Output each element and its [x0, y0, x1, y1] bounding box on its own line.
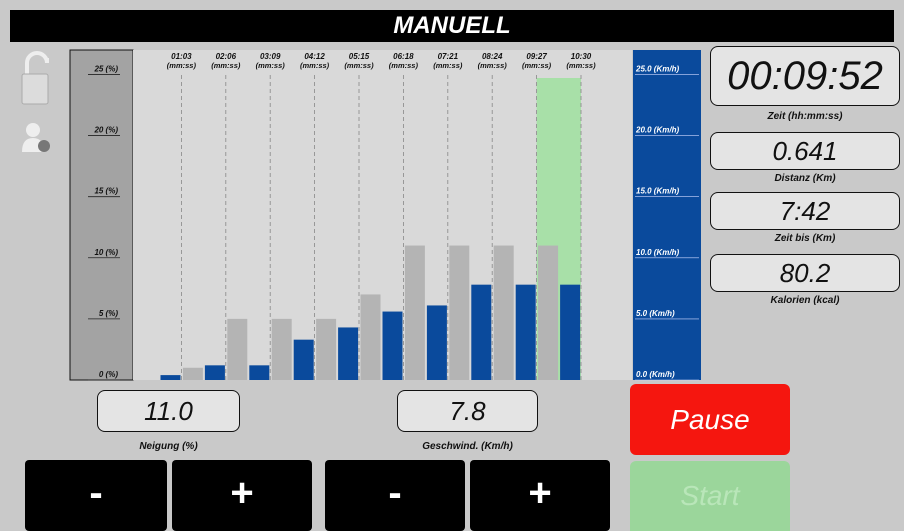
incline-minus-button[interactable]: -: [25, 460, 167, 531]
x-tick-label: 05:15: [349, 52, 370, 61]
incline-bar: [538, 245, 559, 380]
distance-display: 0.641: [710, 132, 900, 170]
distance-label: Distanz (Km): [774, 173, 836, 184]
incline-bar: [316, 318, 337, 380]
y-tick-label: 5 (%): [99, 309, 118, 318]
y-tick-label: 20 (%): [93, 126, 118, 135]
x-tick-unit: (mm:ss): [522, 61, 552, 70]
incline-plus-button[interactable]: +: [172, 460, 312, 531]
y-tick-label: 10 (%): [94, 248, 118, 257]
incline-bar: [360, 294, 381, 380]
y2-tick-label: 10.0 (Km/h): [636, 248, 679, 257]
pace-label: Zeit bis (Km): [774, 233, 836, 244]
x-tick-label: 03:09: [260, 52, 281, 61]
y-tick-label: 15 (%): [94, 187, 118, 196]
x-tick-label: 07:21: [438, 52, 459, 61]
incline-bar: [449, 245, 470, 380]
x-tick-label: 09:27: [526, 52, 547, 61]
speed-bar: [338, 327, 359, 380]
y2-tick-label: 15.0 (Km/h): [636, 187, 679, 196]
lock-icon: [21, 51, 49, 105]
speed-bar: [293, 339, 314, 380]
speed-minus-button[interactable]: -: [325, 460, 465, 531]
y2-axis-panel: [633, 50, 701, 380]
user-icon: [22, 123, 50, 152]
incline-label: Neigung (%): [139, 441, 198, 452]
speed-bar: [249, 365, 270, 380]
x-tick-unit: (mm:ss): [300, 61, 330, 70]
speed-bar: [515, 284, 536, 380]
speed-bar: [471, 284, 492, 380]
x-tick-label: 02:06: [216, 52, 237, 61]
pause-button[interactable]: Pause: [630, 384, 790, 455]
incline-bar: [404, 245, 425, 380]
x-tick-unit: (mm:ss): [566, 61, 596, 70]
x-tick-label: 04:12: [304, 52, 325, 61]
x-tick-unit: (mm:ss): [167, 61, 197, 70]
y2-tick-label: 0.0 (Km/h): [636, 370, 675, 379]
speed-label: Geschwind. (Km/h): [422, 441, 513, 452]
x-tick-label: 06:18: [393, 52, 414, 61]
x-tick-unit: (mm:ss): [478, 61, 508, 70]
x-tick-unit: (mm:ss): [256, 61, 286, 70]
x-tick-unit: (mm:ss): [433, 61, 463, 70]
start-button[interactable]: Start: [630, 461, 790, 531]
incline-bar: [271, 318, 292, 380]
speed-bar: [382, 311, 403, 380]
y-axis-panel: [69, 49, 134, 381]
y-tick-label: 0 (%): [99, 370, 118, 379]
x-tick-unit: (mm:ss): [389, 61, 419, 70]
x-tick-label: 10:30: [571, 52, 592, 61]
speed-bar: [560, 284, 581, 380]
incline-bar: [493, 245, 514, 380]
y2-tick-label: 20.0 (Km/h): [635, 126, 679, 135]
time-display: 00:09:52: [710, 46, 900, 106]
incline-bar: [182, 367, 203, 380]
x-tick-label: 01:03: [171, 52, 192, 61]
x-tick-unit: (mm:ss): [211, 61, 241, 70]
y-tick-label: 25 (%): [93, 64, 118, 73]
incline-display: 11.0: [97, 390, 240, 432]
speed-display: 7.8: [397, 390, 538, 432]
speed-plus-button[interactable]: +: [470, 460, 610, 531]
speed-bar: [160, 375, 181, 380]
calories-display: 80.2: [710, 254, 900, 292]
speed-bar: [426, 305, 447, 380]
speed-bar: [204, 365, 225, 380]
incline-bar: [227, 318, 248, 380]
pace-display: 7:42: [710, 192, 900, 230]
x-tick-label: 08:24: [482, 52, 503, 61]
calories-label: Kalorien (kcal): [770, 295, 840, 306]
y2-tick-label: 5.0 (Km/h): [636, 309, 675, 318]
title-bar: MANUELL: [10, 10, 894, 42]
time-label: Zeit (hh:mm:ss): [767, 111, 843, 122]
x-tick-unit: (mm:ss): [344, 61, 374, 70]
y2-tick-label: 25.0 (Km/h): [635, 64, 679, 73]
